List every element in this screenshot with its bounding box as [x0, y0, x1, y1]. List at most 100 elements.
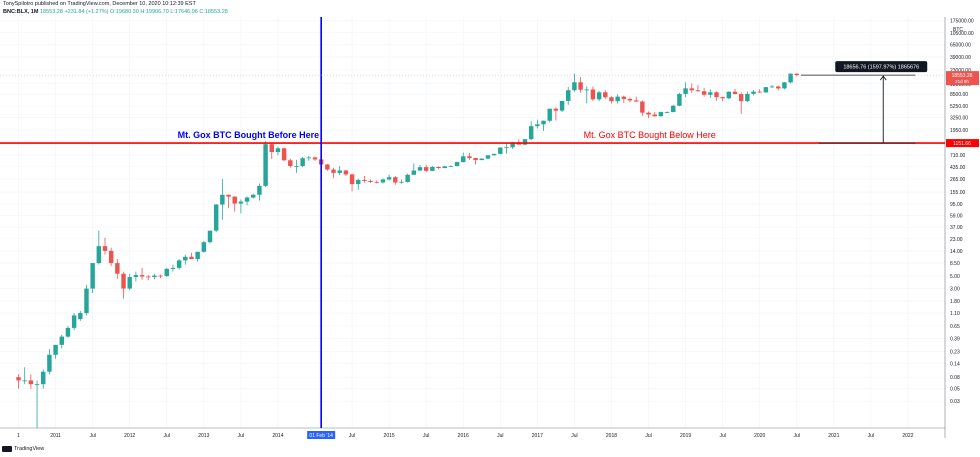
candle-body	[448, 166, 454, 167]
symbol-info-line: BNC:BLX, 1M 18553.28 +231.84 (+1.27%) O:…	[3, 9, 228, 15]
candle-body	[84, 288, 89, 314]
price-tick-label: 0.03	[950, 399, 960, 405]
candle-body	[121, 273, 126, 289]
candle-body	[745, 93, 750, 102]
price-tick-label: 0.23	[950, 349, 960, 355]
price-axis[interactable]: BTC 175000.00 105000.00 65000.00 39000.00 230…	[944, 0, 980, 457]
price-change: +231.84 (+1.27%)	[64, 9, 109, 15]
publisher-line: TonySpilotro published on TradingView.co…	[3, 1, 196, 7]
date-tag-label: 01 Feb '14	[309, 433, 333, 439]
time-axis[interactable]: 1 2011 Jul 2012 Jul 2013 Jul 2014 Jul 2015 Jul 2016…	[0, 427, 945, 439]
candle-body	[701, 91, 707, 95]
measure-label-box	[835, 61, 928, 73]
candle-body	[553, 108, 559, 111]
price-tick-label: 37.00	[950, 225, 963, 231]
candle-body	[708, 92, 713, 95]
candle-body	[442, 166, 447, 169]
price-tick-label: 23.00	[950, 237, 963, 243]
candle-body	[510, 142, 515, 148]
candle-body	[423, 167, 429, 171]
price-axis-unit-label: BTC	[953, 27, 963, 33]
candle-body	[485, 155, 491, 159]
candle-body	[300, 158, 305, 167]
candle-body	[547, 108, 552, 121]
candle-body	[535, 124, 540, 127]
date-tag	[307, 431, 336, 439]
current-price-tag	[946, 71, 979, 86]
candle-body	[695, 90, 701, 92]
candle-body	[386, 177, 392, 180]
price-tick-label: 39000.00	[950, 55, 971, 61]
candle-body	[257, 185, 262, 195]
candle-body	[34, 384, 40, 385]
candle-body	[374, 181, 379, 183]
candle-body	[646, 112, 651, 115]
measure-label: 18656.76 (1597.97%) 1865676	[843, 65, 919, 71]
candle-body	[281, 148, 287, 161]
price-tick-label: 8500.00	[950, 92, 968, 98]
current-price-countdown: 21d 9h	[955, 79, 969, 84]
price-tick-label: 5250.00	[950, 104, 968, 110]
candle-body	[677, 93, 682, 106]
candle-body	[251, 194, 256, 198]
candle-body	[411, 170, 417, 175]
price-tick-label: 1.10	[950, 311, 960, 317]
candle-body	[559, 100, 565, 111]
candle-body	[584, 89, 589, 91]
candle-body	[47, 354, 52, 372]
candle-body	[522, 139, 528, 145]
candle-body	[664, 112, 670, 113]
candle-body	[405, 174, 410, 182]
time-tick-label: 2013	[198, 433, 209, 439]
candle-body	[325, 164, 330, 170]
time-tick-label: Jul	[571, 433, 577, 439]
candle-body	[343, 170, 349, 175]
time-tick-label: Jul	[423, 433, 429, 439]
time-tick-label: 2019	[680, 433, 691, 439]
candle-body	[776, 86, 781, 89]
candle-body	[689, 88, 694, 91]
candle-body	[671, 105, 676, 113]
candle-body	[183, 256, 188, 261]
ohlc-low: L:17646.96	[170, 9, 198, 15]
candle-body	[603, 92, 608, 98]
candle-body	[479, 158, 484, 161]
candle-body	[170, 267, 176, 269]
candle-body	[115, 263, 120, 274]
candle-body	[572, 82, 577, 91]
candle-body	[244, 197, 250, 202]
candle-body	[491, 153, 497, 156]
last-price: 18553.28	[39, 9, 63, 15]
candle-body	[90, 263, 95, 289]
price-tick-label: 3250.00	[950, 116, 968, 122]
time-tick-label: 2017	[532, 433, 543, 439]
time-tick-label: Jul	[497, 433, 503, 439]
time-tick-label: Jul	[868, 433, 874, 439]
candle-body	[430, 166, 435, 171]
candle-body	[633, 100, 639, 102]
time-tick-label: 2018	[606, 433, 617, 439]
brand-label: TradingView	[14, 446, 45, 452]
candle-body	[473, 158, 478, 161]
candle-body	[732, 91, 738, 95]
time-tick-label: Jul	[89, 433, 95, 439]
candle-body	[751, 91, 756, 94]
time-tick-label: 1	[17, 433, 20, 439]
annotation-below-here[interactable]: Mt. Gox BTC Bought Below Here	[584, 130, 716, 140]
symbol-label[interactable]: BNC:BLX, 1M	[3, 9, 39, 15]
candle-body	[294, 166, 299, 167]
price-tick-label: 155.00	[950, 190, 966, 196]
current-price-label: 18553.28	[952, 73, 973, 79]
ohlc-close: C:18553.28	[199, 9, 228, 15]
candle-body	[738, 94, 744, 102]
candle-body	[794, 73, 799, 76]
time-tick-label: 2015	[384, 433, 395, 439]
candle-body	[541, 120, 546, 125]
candle-body	[461, 156, 466, 163]
annotation-before-here[interactable]: Mt. Gox BTC Bought Before Here	[178, 130, 320, 140]
candle-body	[596, 92, 602, 100]
level-price-tag	[946, 139, 979, 148]
candle-body	[96, 246, 102, 264]
